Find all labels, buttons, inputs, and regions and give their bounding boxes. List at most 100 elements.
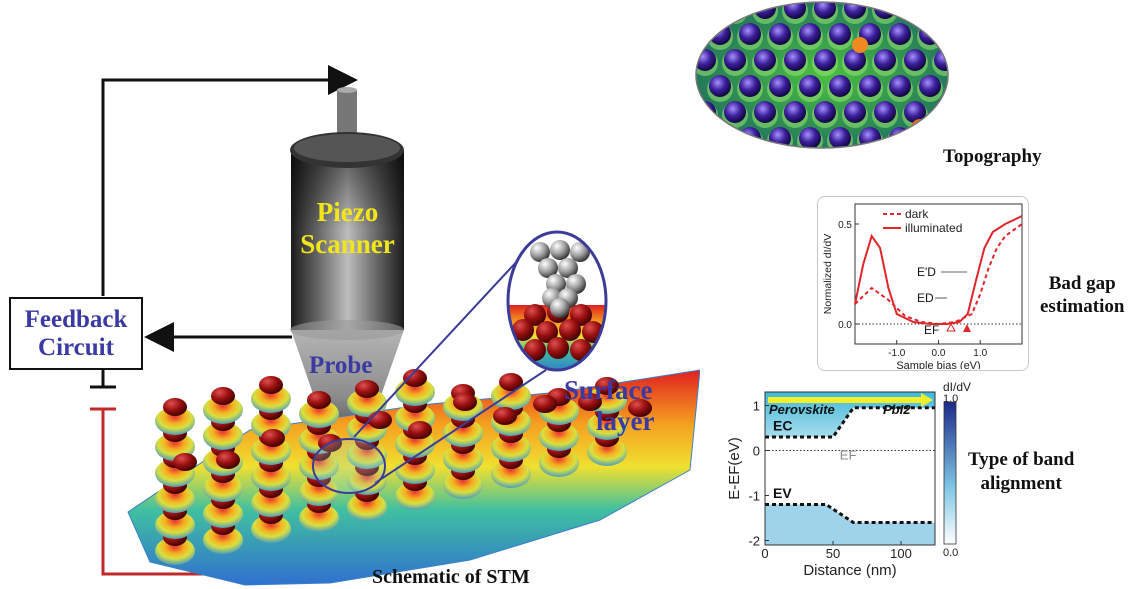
surface-bump: [347, 467, 387, 495]
topography-hole: [949, 23, 955, 45]
topography-hole: [844, 101, 866, 123]
inset-tip-atom: [538, 258, 558, 278]
surface-bump: [491, 460, 531, 488]
surface-atom: [173, 453, 197, 471]
feedback-label-line2: Circuit: [38, 333, 114, 361]
feedback-label-line1: Feedback: [24, 305, 128, 333]
colorbar: [943, 401, 957, 545]
surface-bump: [443, 445, 483, 473]
inset-sample-atom: [524, 304, 546, 326]
band-ytick-label: 1: [753, 399, 760, 414]
surface-atom: [403, 369, 427, 387]
didv-ytick-label: 0.5: [838, 220, 852, 231]
surface-bump: [203, 422, 243, 450]
band-alignment-caption-line1: Type of band: [968, 449, 1075, 470]
surface-atom: [533, 395, 557, 413]
colorbar-min-label: 0.0: [943, 547, 958, 559]
topography-hole: [904, 2, 926, 19]
stm-schematic: [90, 65, 700, 586]
didv-series-illuminated: [854, 215, 1023, 325]
inset-tip-atom: [558, 258, 578, 278]
surface-atom: [578, 393, 602, 411]
topography-hole: [919, 127, 941, 148]
ed-prime-annotation: E'D: [917, 265, 936, 279]
topography-caption: Topography: [943, 146, 1042, 167]
topography-hole: [724, 2, 746, 19]
surface-atom: [493, 407, 517, 425]
band-edge-EV: [765, 503, 935, 524]
topography-hole: [919, 23, 941, 45]
inset-sample-atom: [536, 321, 558, 343]
topography-hole: [904, 49, 926, 71]
surface-atom: [595, 377, 619, 395]
surface-atom: [307, 391, 331, 409]
topography-hole: [934, 2, 948, 19]
didv-xtick-label: -1.0: [888, 348, 906, 359]
didv-xtick-label: 1.0: [973, 348, 987, 359]
surface-bump: [251, 515, 291, 543]
topography-hole: [799, 75, 821, 97]
topography-hole: [724, 101, 746, 123]
topography-hole: [874, 101, 896, 123]
surface-bump: [299, 504, 339, 532]
ec-label: EC: [773, 417, 792, 433]
surface-label-line2: layer: [596, 406, 655, 436]
topography-hole: [934, 49, 948, 71]
topography-image: [695, 1, 955, 149]
surface-layer-label: Surface layer: [562, 375, 654, 437]
surface-atom: [211, 387, 235, 405]
surface-bump: [251, 489, 291, 517]
heatmap-frame: [764, 391, 936, 546]
topography-hole: [919, 75, 941, 97]
didv-xtick-label: 0.0: [932, 348, 946, 359]
surface-bump: [203, 526, 243, 554]
didv-ylabel: Normalized dI/dV: [822, 234, 834, 315]
scan-direction-arrow: [768, 393, 933, 407]
inset-tip-atom: [550, 240, 570, 260]
surface-atom: [355, 380, 379, 398]
surface-atom: [259, 376, 283, 394]
band-gap-caption: Bad gap estimation: [1040, 272, 1124, 318]
legend-illuminated-label: illuminated: [905, 221, 962, 235]
surface-bump: [203, 500, 243, 528]
topography-hole: [859, 75, 881, 97]
band-ytick-label: -1: [748, 489, 760, 504]
topography-hole: [874, 49, 896, 71]
surface-bump: [251, 385, 291, 413]
band-ytick-label: 0: [753, 444, 760, 459]
inset-tip-atom: [530, 242, 550, 262]
surface-bump: [587, 412, 627, 440]
surface-bump: [299, 452, 339, 480]
topography-hole: [889, 75, 911, 97]
piezo-scanner-label: Piezo Scanner: [295, 196, 400, 260]
topography-hole: [814, 49, 836, 71]
topography-hole: [739, 23, 761, 45]
surface-bump: [395, 378, 435, 406]
orange-defect-1: [852, 37, 868, 53]
inset-sample-atom: [559, 319, 581, 341]
didv-panel: [817, 196, 1029, 371]
band-gap-caption-line2: estimation: [1040, 296, 1125, 317]
ef-annotation: EF: [924, 323, 939, 337]
surface-atom: [261, 429, 285, 447]
surface-bump: [443, 471, 483, 499]
surface-bump: [539, 449, 579, 477]
surface-bump: [155, 511, 195, 539]
surface-bump: [347, 493, 387, 521]
inset-tip-atom: [570, 242, 590, 262]
surface-bumps: [155, 369, 652, 565]
topography-hole: [829, 23, 851, 45]
dark-gap-marker: [946, 322, 956, 332]
topography-hole: [709, 127, 731, 148]
topography-hole: [844, 49, 866, 71]
topography-hole: [829, 75, 851, 97]
ev-label: EV: [773, 485, 792, 501]
zoom-line-top: [353, 257, 521, 438]
surface-atom: [628, 399, 652, 417]
band-alignment-caption: Type of band alignment: [968, 448, 1074, 496]
didv-ytick-label: 0.0: [838, 320, 852, 331]
tip-zoom-region: [312, 438, 386, 494]
illuminated-gap-marker: [963, 324, 971, 332]
